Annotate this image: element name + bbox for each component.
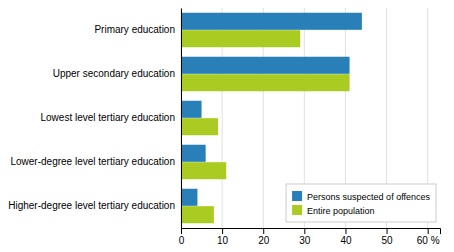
tick: Lower-degree level tertiary education: [10, 156, 181, 167]
tick-label: Lower-degree level tertiary education: [10, 156, 175, 167]
bar: [181, 118, 218, 135]
tick: 50: [381, 228, 393, 246]
series: [181, 13, 362, 206]
tick-mark: [263, 228, 264, 234]
plot: 0 10 20 30 40 50 60 % Primary education Upper se…: [8, 8, 440, 246]
y-axis: Primary education Upper secondary educati…: [8, 9, 181, 229]
tick-label: Primary education: [94, 24, 175, 35]
tick-label: 10: [217, 235, 229, 246]
legend-item: Persons suspected of offences: [292, 191, 430, 202]
tick: Lowest level tertiary education: [40, 112, 181, 123]
tick-label: 20: [258, 235, 270, 246]
tick-label: Higher-degree level tertiary education: [8, 200, 175, 211]
bar: [181, 162, 226, 179]
tick-label: Lowest level tertiary education: [40, 112, 175, 123]
tick-mark: [345, 228, 346, 234]
tick: 60 %: [417, 228, 440, 246]
tick: 40: [340, 228, 352, 246]
tick-label: 30: [299, 235, 311, 246]
axis-line: [181, 9, 182, 229]
bar: [181, 101, 202, 118]
bar: [181, 30, 300, 47]
grid-line: [181, 8, 182, 228]
legend-swatch: [292, 205, 302, 215]
tick-mark: [181, 228, 182, 234]
tick-label: Upper secondary education: [53, 68, 175, 79]
legend-label: Persons suspected of offences: [307, 192, 430, 202]
bar: [181, 13, 362, 30]
tick-mark: [387, 228, 388, 234]
legend-swatch: [292, 191, 302, 201]
tick: Primary education: [94, 24, 181, 35]
tick-label: 50: [381, 235, 393, 246]
legend-box: [286, 184, 436, 222]
tick: 30: [299, 228, 311, 246]
bar: [181, 189, 197, 206]
bar: [181, 74, 350, 91]
tick: Upper secondary education: [53, 68, 181, 79]
x-axis: 0 10 20 30 40 50 60 %: [179, 228, 441, 246]
tick-mark: [304, 228, 305, 234]
tick-mark: [222, 228, 223, 234]
tick: 10: [217, 228, 229, 246]
tick: 20: [258, 228, 270, 246]
bar: [181, 57, 350, 74]
tick: Higher-degree level tertiary education: [8, 200, 181, 211]
legend-item: Entire population: [292, 205, 375, 216]
axis-line: [182, 229, 441, 235]
tick-mark: [428, 228, 429, 234]
tick-label: 60 %: [417, 235, 440, 246]
tick-label: 40: [340, 235, 352, 246]
bar: [181, 145, 206, 162]
legend-label: Entire population: [307, 206, 375, 216]
tick: 0: [179, 228, 185, 246]
legend: Persons suspected of offences Entire popu…: [286, 184, 436, 222]
tick-label: 0: [179, 235, 185, 246]
bar: [181, 206, 214, 223]
chart: 0 10 20 30 40 50 60 % Primary education Upper se…: [0, 0, 454, 252]
